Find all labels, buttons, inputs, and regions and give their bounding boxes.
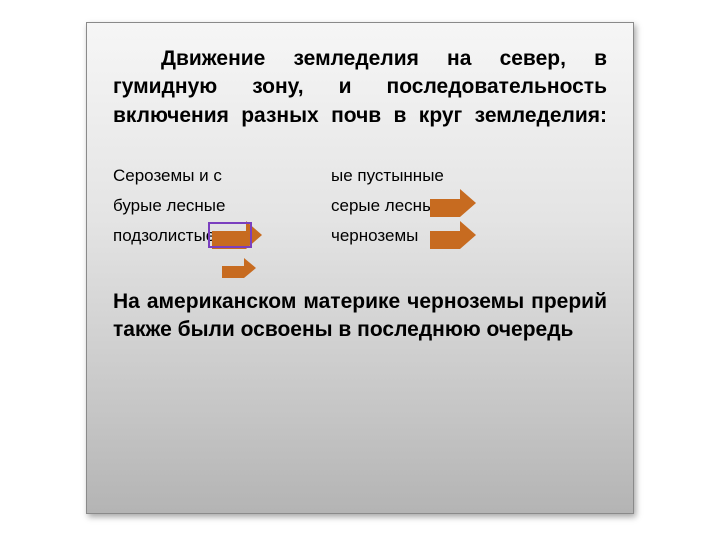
soil-row-2: бурые лесные серые лесные xyxy=(113,192,607,222)
soil-row-1: Сероземы и с ые пустынные xyxy=(113,162,607,192)
slide-card: Движение земледелия на север, в гумидную… xyxy=(86,22,634,514)
heading-text: Движение земледелия на север, в гумидную… xyxy=(113,45,607,130)
soil-3a: подзолистые xyxy=(113,222,215,249)
soil-2b: серые лесные xyxy=(331,192,444,219)
soil-row-3: подзолистые черноземы xyxy=(113,222,607,252)
soil-2a: бурые лесные xyxy=(113,192,225,219)
footer-text: На американском материке черноземы прери… xyxy=(113,288,607,345)
soil-1a: Сероземы и с xyxy=(113,162,222,189)
soil-1b: ые пустынные xyxy=(331,162,444,189)
soil-list: Сероземы и с ые пустынные бурые лесные с… xyxy=(113,162,607,252)
soil-3b: черноземы xyxy=(331,222,418,249)
